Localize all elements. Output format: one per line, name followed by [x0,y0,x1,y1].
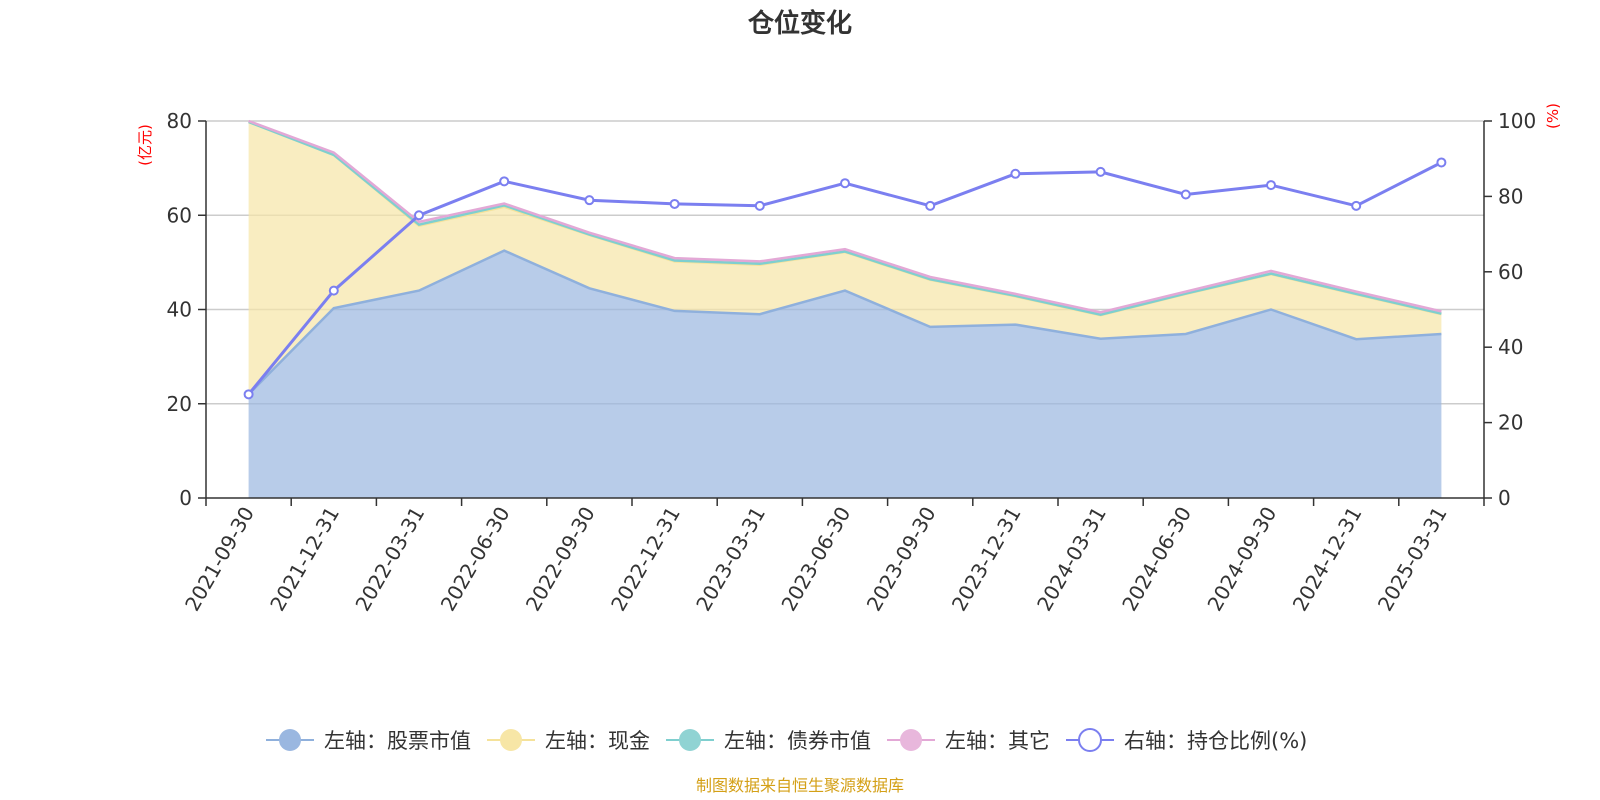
x-tick-label: 2024-03-31 [1032,503,1111,616]
legend-item: 左轴：现金 [487,729,650,753]
right-tick-label: 60 [1498,260,1523,284]
line-point [414,210,424,221]
line-point [1180,189,1191,200]
series-lines [243,119,1447,400]
x-tick-label: 2025-03-31 [1373,503,1452,616]
legend-marker [900,729,922,751]
line-point [328,285,339,296]
x-tick-label: 2023-09-30 [862,502,941,615]
line-point [754,200,765,211]
area-左轴：现金 [248,121,1442,395]
line-point [669,198,680,209]
right-tick-label: 80 [1498,184,1523,208]
left-tick-label: 20 [167,392,192,416]
area-line-左轴：其它 [248,119,1442,314]
x-tick-label: 2024-12-31 [1288,503,1367,616]
x-tick-label: 2023-12-31 [947,503,1026,616]
x-tick-label: 2021-12-31 [265,503,344,616]
source-note: 制图数据来自恒生聚源数据库 [696,776,904,795]
legend-item: 左轴：债券市值 [666,729,871,753]
right-tick-label: 40 [1498,335,1523,359]
legend-item: 左轴：其它 [887,729,1050,753]
line-point [1266,180,1276,191]
x-tick-label: 2024-09-30 [1202,503,1281,616]
legend-label: 右轴：持仓比例(%) [1124,729,1307,753]
x-tick-label: 2022-12-31 [606,503,685,616]
x-tick-label: 2023-06-30 [776,503,855,616]
line-point [243,389,254,400]
x-tick-label: 2024-06-30 [1117,503,1196,616]
line-point [1351,200,1362,211]
legend-marker [500,729,522,751]
legend-label: 左轴：其它 [945,729,1050,753]
legend-label: 左轴：现金 [545,729,650,753]
x-tick-label: 2021-09-30 [180,503,259,616]
right-tick-label: 100 [1498,109,1536,133]
legend-marker [679,729,701,751]
x-tick-label: 2022-06-30 [436,503,515,616]
line-point [499,176,510,187]
legend-label: 左轴：股票市值 [324,729,471,753]
left-tick-label: 80 [167,109,192,133]
x-tick-label: 2022-09-30 [521,503,600,616]
right-tick-label: 0 [1498,486,1511,510]
legend-label: 左轴：债券市值 [724,729,871,753]
line-point [1095,166,1106,177]
x-tick-label: 2023-03-31 [691,503,770,616]
left-tick-label: 60 [167,203,192,227]
chart-title: 仓位变化 [747,8,852,39]
left-axis-unit: (亿元) [136,124,154,166]
line-point [1436,157,1447,168]
legend-item: 左轴：股票市值 [266,729,471,753]
right-tick-label: 20 [1498,411,1523,435]
area-左轴：股票市值 [248,250,1442,498]
x-axis-labels: 2021-09-30 2021-12-31 2022-03-31 2022-06-30… [180,502,1452,615]
x-tick-label: 2022-03-31 [350,503,429,616]
left-tick-label: 40 [167,298,192,322]
area-line-左轴：债券市值 [248,120,1442,316]
line-point [584,195,595,206]
legend-item: 右轴：持仓比例(%) [1066,728,1307,753]
line-point [925,200,936,211]
left-tick-label: 0 [179,486,192,510]
legend: 左轴：股票市值 左轴：现金 左轴：债券市值 左轴：其它 右轴：持仓比例(%) [266,728,1307,753]
axes: 0 20 40 60 80 0 20 40 60 80 100 [167,109,1537,510]
line-point [840,178,850,189]
line-point [1010,168,1021,179]
right-axis-unit: (%) [1544,103,1562,129]
area-line-左轴：股票市值 [247,249,1442,396]
legend-marker [1078,728,1102,752]
legend-marker [279,729,301,751]
stacked-areas [248,121,1442,498]
